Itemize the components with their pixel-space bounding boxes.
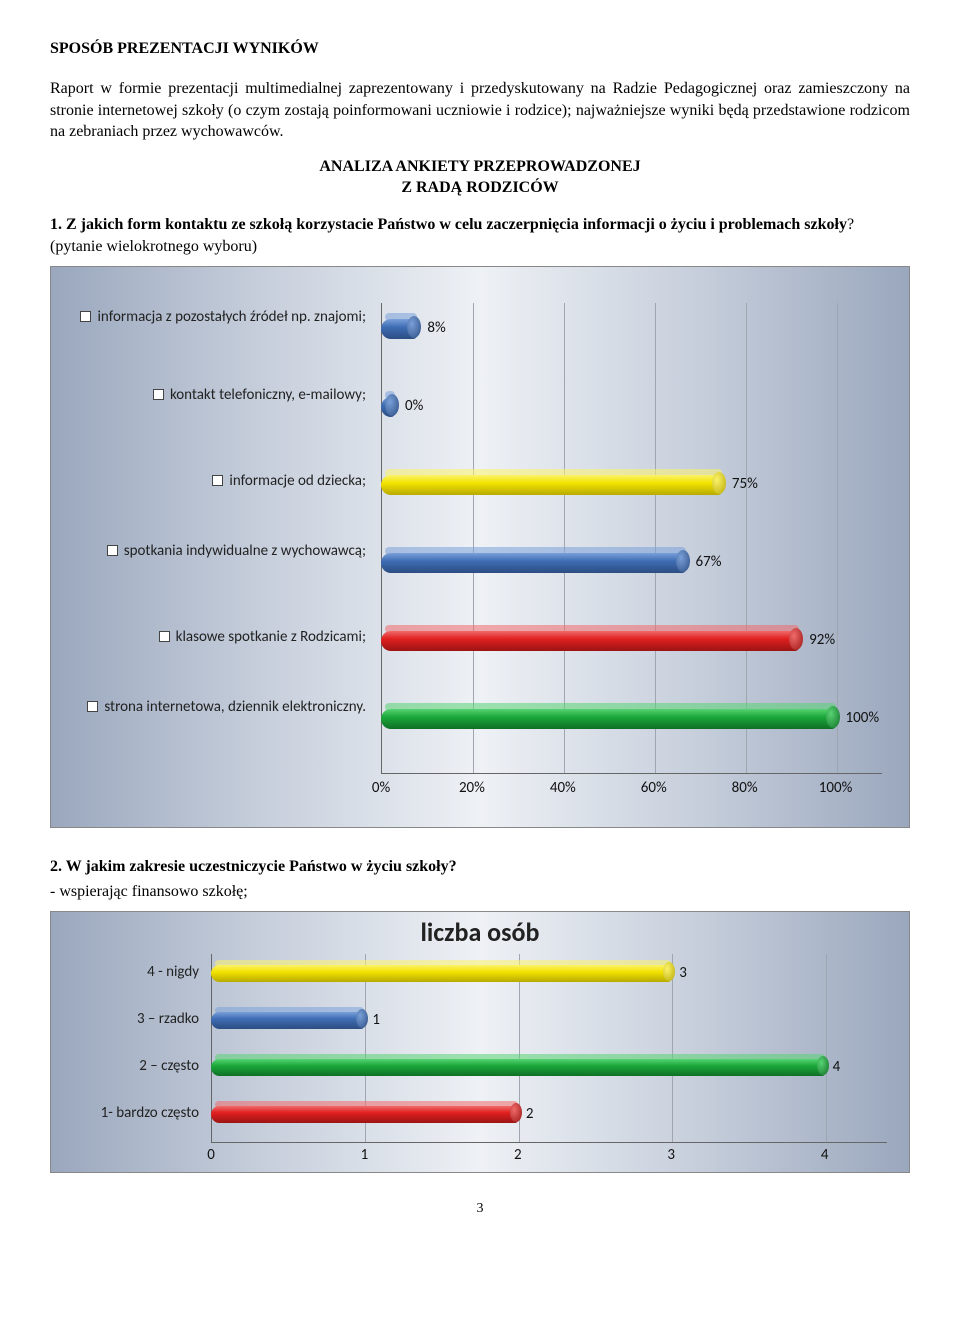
question-1: 1. Z jakich form kontaktu ze szkołą korz…	[50, 214, 910, 257]
chart-bar	[211, 960, 671, 982]
chart-value-label: 8%	[427, 319, 445, 337]
chart-1: 0% 20% 40% 60% 80% 100% informacja z pozostały…	[50, 266, 910, 828]
chart-gridline	[826, 954, 827, 1142]
chart-value-label: 92%	[809, 631, 835, 649]
legend-bullet-icon	[159, 631, 170, 642]
chart-bar	[381, 547, 686, 573]
legend-bullet-icon	[87, 701, 98, 712]
chart-x-tick: 20%	[459, 779, 485, 797]
legend-bullet-icon	[212, 475, 223, 486]
chart-x-tick: 100%	[819, 779, 853, 797]
chart-bar	[381, 391, 395, 417]
chart-x-tick: 4	[821, 1146, 829, 1164]
chart-x-tick: 2	[514, 1146, 522, 1164]
chart-bar	[381, 703, 836, 729]
chart-category-label: 2 – często	[51, 1057, 199, 1075]
chart-2: liczba osób 0 1 2 3 4 4 - nigdy 3 3 – rzadko 1 2 …	[50, 911, 910, 1173]
chart-bar	[211, 1101, 518, 1123]
chart-bar	[211, 1054, 825, 1076]
chart-value-label: 100%	[846, 709, 880, 727]
chart-value-label: 2	[526, 1105, 534, 1123]
analysis-heading-line1: ANALIZA ANKIETY PRZEPROWADZONEJ	[319, 158, 640, 175]
chart-category-label: kontakt telefoniczny, e-mailowy;	[51, 387, 366, 404]
chart-category-label: informacje od dziecka;	[51, 473, 366, 490]
analysis-heading-line2: Z RADĄ RODZICÓW	[401, 179, 558, 196]
legend-bullet-icon	[80, 311, 91, 322]
chart-value-label: 75%	[732, 475, 758, 493]
chart-bar	[211, 1007, 364, 1029]
section-title: SPOSÓB PREZENTACJI WYNIKÓW	[50, 40, 910, 58]
chart-category-label: strona internetowa, dziennik elektronicz…	[51, 699, 366, 716]
chart-value-label: 0%	[405, 397, 423, 415]
chart-category-label: klasowe spotkanie z Rodzicami;	[51, 629, 366, 646]
chart-x-tick: 40%	[550, 779, 576, 797]
chart-gridline	[837, 303, 838, 773]
chart-value-label: 3	[679, 964, 687, 982]
chart-bar	[381, 313, 417, 339]
chart-bar	[381, 469, 722, 495]
chart-x-tick: 60%	[641, 779, 667, 797]
chart-bar	[381, 625, 799, 651]
chart-category-label: 3 – rzadko	[51, 1010, 199, 1028]
chart-x-tick: 80%	[732, 779, 758, 797]
chart-value-label: 67%	[696, 553, 722, 571]
chart-category-label: 4 - nigdy	[51, 963, 199, 981]
chart-gridline	[672, 954, 673, 1142]
intro-paragraph: Raport w formie prezentacji multimedialn…	[50, 78, 910, 143]
chart-x-tick: 0	[207, 1146, 215, 1164]
chart-value-label: 4	[833, 1058, 841, 1076]
chart-category-label: spotkania indywidualne z wychowawcą;	[51, 543, 366, 560]
legend-bullet-icon	[107, 545, 118, 556]
chart-value-label: 1	[372, 1011, 380, 1029]
question-2-bold: 2. W jakim zakresie uczestniczycie Państ…	[50, 858, 457, 875]
chart-category-label: 1- bardzo często	[51, 1104, 199, 1122]
question-2-sub: - wspierając finansowo szkołę;	[50, 881, 910, 903]
chart-2-title: liczba osób	[51, 916, 909, 948]
chart-category-label: informacja z pozostałych źródeł np. znaj…	[51, 309, 366, 326]
question-1-bold: 1. Z jakich form kontaktu ze szkołą korz…	[50, 216, 847, 233]
legend-bullet-icon	[153, 389, 164, 400]
analysis-heading: ANALIZA ANKIETY PRZEPROWADZONEJ Z RADĄ R…	[50, 157, 910, 199]
page-number: 3	[50, 1201, 910, 1217]
chart-x-tick: 1	[361, 1146, 369, 1164]
chart-x-tick: 3	[667, 1146, 675, 1164]
question-2: 2. W jakim zakresie uczestniczycie Państ…	[50, 856, 910, 878]
chart-x-tick: 0%	[372, 779, 390, 797]
